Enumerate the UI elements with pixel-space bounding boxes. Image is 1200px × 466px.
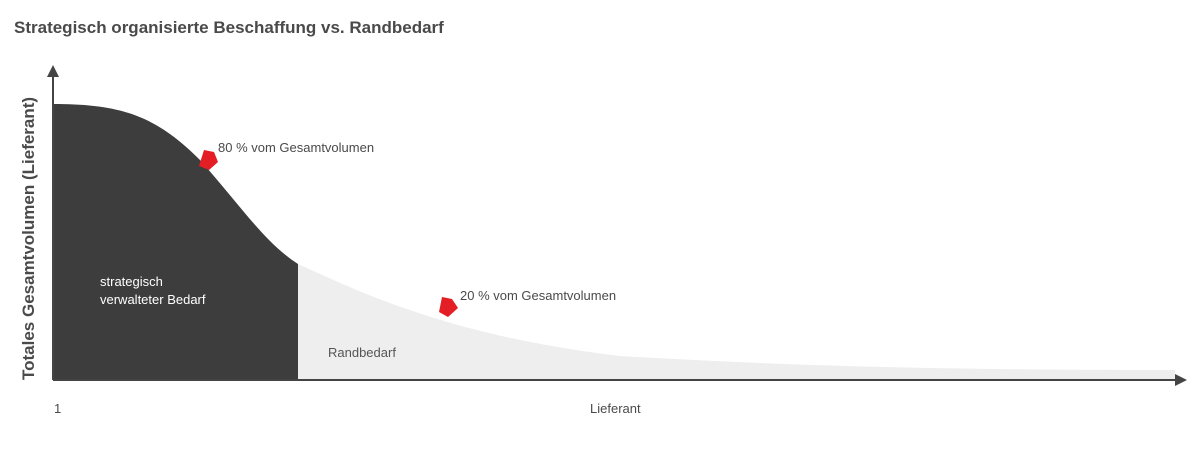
randbedarf-label: Randbedarf [328, 345, 396, 360]
x-axis-label: Lieferant [590, 401, 641, 416]
red-pentagon-icon [199, 150, 218, 170]
strategic-demand-area [53, 104, 298, 380]
annotation-20-label: 20 % vom Gesamtvolumen [460, 288, 616, 303]
red-pentagon-icon [439, 297, 458, 317]
x-axis-arrow-icon [1175, 374, 1187, 386]
annotation-80-label: 80 % vom Gesamtvolumen [218, 140, 374, 155]
y-axis-arrow-icon [47, 65, 59, 77]
y-axis-label: Totales Gesamtvolumen (Lieferant) [19, 97, 38, 380]
strategic-label-line2: verwalteter Bedarf [100, 292, 206, 307]
randbedarf-area [298, 264, 1175, 380]
chart-title: Strategisch organisierte Beschaffung vs.… [14, 18, 444, 37]
x-tick-label: 1 [54, 401, 61, 416]
strategic-label-line1: strategisch [100, 274, 163, 289]
